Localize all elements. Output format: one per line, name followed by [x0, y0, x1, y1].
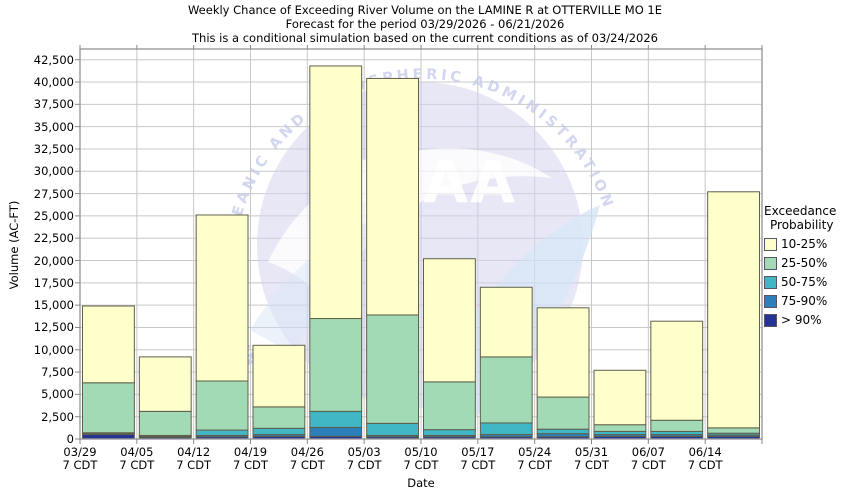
bar-segment-05-03-5075	[366, 422, 419, 436]
x-tick-label-06-07: 06/07 7 CDT	[630, 445, 666, 472]
legend-item-2550: 25-50%	[764, 256, 850, 270]
bar-segment-04-26-2550	[309, 318, 363, 412]
legend-title-line2: Probability	[770, 218, 834, 232]
y-tick-label: 5,000	[41, 387, 74, 402]
legend-item-90: > 90%	[764, 313, 850, 327]
x-tick-label-05-24: 05/24 7 CDT	[517, 445, 553, 472]
legend-swatch	[764, 237, 777, 251]
y-tick-label: 42,500	[33, 52, 74, 67]
x-tick-label-05-17: 05/17 7 CDT	[460, 445, 496, 472]
legend-item-7590: 75-90%	[764, 294, 850, 308]
chart-title: Weekly Chance of Exceeding River Volume …	[187, 3, 663, 17]
y-tick-label: 35,000	[33, 119, 74, 134]
x-axis-title: Date	[407, 476, 435, 490]
bar-segment-05-24-5075	[536, 428, 590, 435]
x-tick-label-05-03: 05/03 7 CDT	[346, 445, 382, 472]
bar-segment-05-24-2550	[536, 396, 590, 430]
y-tick-label: 17,500	[33, 275, 74, 290]
legend: Exceedance Probability 10-25% 25-50% 50-75…	[762, 204, 850, 327]
bar-segment-04-12-5075	[195, 429, 249, 436]
chart-subtitle-forecast-period: Forecast for the period 03/29/2026 - 06/…	[285, 17, 565, 31]
bar-segment-04-12-1025	[195, 214, 249, 382]
y-tick-label: 37,500	[33, 97, 74, 112]
bar-segment-04-19-2550	[252, 406, 306, 429]
bar-segment-04-26-7590	[309, 426, 363, 437]
bar-segment-05-31-1025	[593, 369, 647, 426]
y-tick-label: 32,500	[33, 141, 74, 156]
y-tick-label: 10,000	[33, 342, 74, 357]
bar-segment-06-07-1025	[650, 320, 704, 421]
bar-segment-03-29-2550	[82, 382, 135, 434]
y-tick-label: 7,500	[41, 365, 74, 380]
bar-segment-05-17-2550	[479, 356, 533, 424]
x-tick-label-03-29: 03/29 7 CDT	[62, 445, 98, 472]
x-tick-label-04-05: 04/05 7 CDT	[119, 445, 155, 472]
bar-segment-04-26-5075	[309, 410, 363, 428]
bar-segment-05-10-1025	[423, 258, 476, 383]
y-tick-label: 20,000	[33, 253, 74, 268]
legend-label: 50-75%	[781, 275, 828, 289]
legend-item-5075: 50-75%	[764, 275, 850, 289]
bar-segment-05-10-2550	[423, 381, 476, 431]
bar-segment-04-19-1025	[252, 344, 306, 408]
legend-title-line1: Exceedance	[764, 204, 837, 218]
x-tick-label-04-12: 04/12 7 CDT	[176, 445, 212, 472]
legend-swatch	[764, 256, 777, 270]
x-tick-label-05-31: 05/31 7 CDT	[574, 445, 609, 472]
bar-segment-04-12-2550	[195, 380, 249, 431]
chart-subtitle-conditions: This is a conditional simulation based o…	[192, 31, 658, 45]
legend-swatch	[764, 275, 777, 289]
bar-segment-04-26-1025	[309, 65, 363, 320]
legend-label: > 90%	[781, 313, 822, 327]
y-tick-label: 2,500	[41, 409, 74, 424]
y-tick-label: 15,000	[33, 298, 74, 313]
y-tick-label: 40,000	[33, 75, 74, 90]
y-tick-label: 0	[66, 432, 74, 446]
bar-segment-03-29-1025	[82, 305, 135, 384]
bar-segment-05-17-1025	[479, 286, 533, 358]
bar-segment-05-31-2550	[593, 424, 647, 432]
bar-segment-04-05-2550	[138, 410, 192, 436]
legend-item-1025: 10-25%	[764, 237, 850, 251]
y-tick-label: 30,000	[33, 164, 74, 179]
bar-segment-05-10-5075	[423, 429, 476, 436]
y-tick-label: 25,000	[33, 208, 74, 223]
bar-segment-06-14-1025	[707, 191, 761, 429]
bar-segment-05-17-5075	[479, 422, 533, 436]
x-tick-label-06-14: 06/14 7 CDT	[687, 445, 723, 472]
legend-label: 10-25%	[781, 237, 828, 251]
bar-segment-05-24-1025	[536, 307, 590, 398]
bar-segment-05-03-2550	[366, 314, 419, 424]
y-axis-title: Volume (AC-FT)	[7, 200, 21, 290]
x-tick-label-04-19: 04/19 7 CDT	[233, 445, 268, 472]
x-tick-label-05-10: 05/10 7 CDT	[403, 445, 439, 472]
bar-segment-06-14-2550	[707, 427, 761, 434]
legend-swatch	[764, 294, 777, 308]
legend-swatch	[764, 313, 777, 327]
x-tick-label-04-26: 04/26 7 CDT	[289, 445, 325, 472]
legend-label: 25-50%	[781, 256, 828, 270]
y-tick-label: 22,500	[33, 231, 74, 246]
legend-label: 75-90%	[781, 294, 828, 308]
y-tick-label: 12,500	[33, 320, 74, 335]
bar-segment-04-05-1025	[138, 356, 192, 412]
y-tick-label: 27,500	[33, 186, 74, 201]
bar-segment-05-03-1025	[366, 77, 419, 316]
bar-segment-04-19-5075	[252, 427, 306, 436]
noaa-swoosh-shape-left	[250, 205, 430, 355]
bar-segment-06-07-2550	[650, 419, 704, 432]
